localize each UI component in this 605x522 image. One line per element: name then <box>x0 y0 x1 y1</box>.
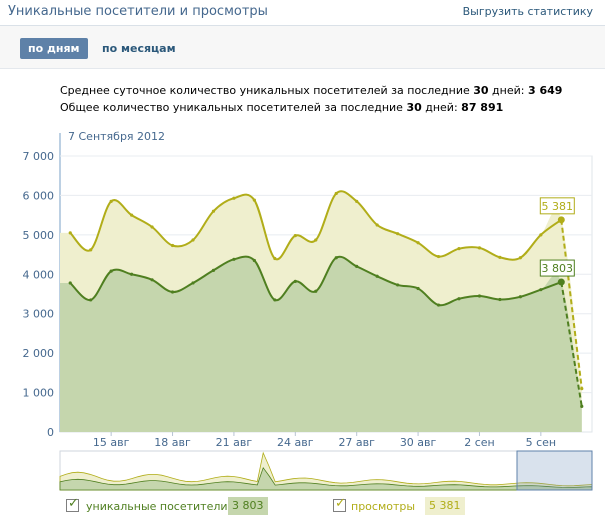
x-tick-label: 2 сен <box>464 436 495 449</box>
visitors-point <box>150 278 154 282</box>
y-tick-label: 6 000 <box>23 189 55 202</box>
visitors-point <box>375 274 379 278</box>
y-tick-label: 0 <box>47 426 54 439</box>
visitors-point <box>170 290 175 294</box>
visitors-callout: 3 803 <box>539 259 575 277</box>
visitors-point <box>416 286 420 291</box>
date-label: 7 Сентября 2012 <box>68 130 165 143</box>
legend-value-visitors: 3 803 <box>228 497 268 515</box>
tab-by-days[interactable]: по дням <box>20 38 88 59</box>
views-point <box>109 199 113 203</box>
visitors-point <box>252 258 256 263</box>
export-statistics-link[interactable]: Выгрузить статистику <box>462 5 593 18</box>
x-tick-label: 21 авг <box>216 436 253 449</box>
legend-label-visitors: уникальные посетители <box>86 500 228 513</box>
visitors-point <box>130 272 134 276</box>
visitors-point <box>211 268 216 272</box>
x-tick-label: 30 авг <box>400 436 437 449</box>
total-visitors-stat: Общее количество уникальных посетителей … <box>60 101 504 114</box>
y-tick-label: 4 000 <box>23 268 55 281</box>
x-tick-label: 5 сен <box>526 436 557 449</box>
y-tick-label: 7 000 <box>23 150 55 163</box>
visitors-point <box>314 289 318 293</box>
views-point <box>457 247 461 251</box>
visitors-point <box>539 288 543 292</box>
views-checkbox[interactable]: ✓ <box>333 496 346 512</box>
views-point <box>498 255 502 259</box>
views-point <box>314 238 318 242</box>
visitors-point <box>355 264 359 268</box>
views-point <box>518 256 522 260</box>
views-point <box>375 223 379 227</box>
visitors-point <box>109 269 113 273</box>
views-point <box>293 234 297 238</box>
tab-by-months[interactable]: по месяцам <box>102 42 176 55</box>
views-point <box>89 248 93 252</box>
x-tick-label: 27 авг <box>338 436 375 449</box>
visitors-area <box>60 256 582 432</box>
views-callout: 5 381 <box>539 197 575 215</box>
visitors-point <box>191 281 195 285</box>
period-tabs: по дням по месяцам <box>0 26 605 69</box>
x-tick-label: 15 авг <box>93 436 130 449</box>
navigator-visitors-area <box>59 466 593 491</box>
x-tick-label: 24 авг <box>277 436 314 449</box>
visitors-point <box>457 297 461 301</box>
views-point <box>170 243 175 248</box>
legend-item-views[interactable]: ✓ просмотры 5 381 <box>333 496 493 518</box>
views-line-forecast <box>560 219 583 389</box>
visitors-line-forecast <box>560 281 583 407</box>
views-point <box>334 191 338 196</box>
visitors-point <box>557 278 565 286</box>
views-point <box>150 225 154 229</box>
visitors-checkbox[interactable]: ✓ <box>66 496 79 512</box>
visitors-point <box>293 279 297 283</box>
visitors-callout-box <box>539 259 575 277</box>
views-callout-box <box>539 197 575 215</box>
legend-label-views: просмотры <box>351 500 416 513</box>
views-callout-text: 5 381 <box>542 200 574 213</box>
legend-item-visitors[interactable]: ✓ уникальные посетители 3 803 <box>66 496 306 518</box>
views-point <box>68 231 72 235</box>
views-point <box>130 213 134 217</box>
views-point <box>252 198 256 202</box>
visitors-callout-text: 3 803 <box>542 262 574 275</box>
visitors-point <box>334 256 338 260</box>
y-tick-label: 1 000 <box>23 387 55 400</box>
visitors-point <box>232 257 236 261</box>
views-point <box>436 254 441 259</box>
visitors-point <box>273 298 277 302</box>
visitors-point <box>436 303 441 307</box>
divider <box>0 25 605 26</box>
x-tick-label: 18 авг <box>154 436 191 449</box>
visitors-point <box>396 283 400 287</box>
views-point <box>211 209 216 213</box>
visitors-chart[interactable]: 7 Сентября 2012 0 1 000 2 000 3 000 4 000 5 00… <box>0 125 605 495</box>
y-tick-label: 5 000 <box>23 229 55 242</box>
legend-value-views: 5 381 <box>425 497 465 515</box>
header: Уникальные посетители и просмотры Выгруз… <box>0 0 605 26</box>
visitors-point <box>580 404 584 408</box>
views-point <box>273 256 277 261</box>
views-point <box>396 232 400 236</box>
visitors-point <box>518 295 522 299</box>
views-point <box>557 216 565 224</box>
visitors-point <box>477 294 482 298</box>
page-title: Уникальные посетители и просмотры <box>8 4 268 19</box>
views-point <box>477 246 482 250</box>
views-point <box>580 387 584 391</box>
navigator-selection <box>516 450 593 491</box>
visitors-point <box>498 297 502 302</box>
average-visitors-stat: Среднее суточное количество уникальных п… <box>60 84 563 97</box>
visitors-point <box>89 298 93 302</box>
y-tick-label: 2 000 <box>23 347 55 360</box>
views-point <box>416 241 420 245</box>
visitors-point <box>68 281 72 285</box>
views-point <box>232 196 236 200</box>
y-tick-label: 3 000 <box>23 308 55 321</box>
views-point <box>539 233 543 237</box>
views-point <box>191 238 195 242</box>
views-point <box>355 199 359 203</box>
